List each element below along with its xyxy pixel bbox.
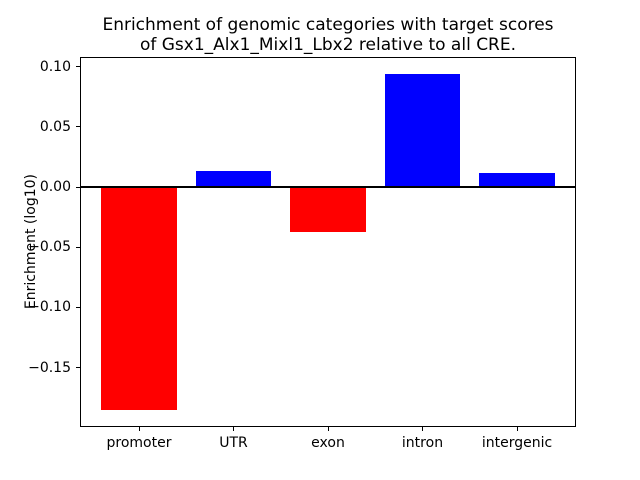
bar-intergenic: [479, 172, 555, 187]
bar-exon: [290, 187, 366, 232]
chart-title-line2: of Gsx1_Alx1_Mixl1_Lbx2 relative to all …: [139, 35, 517, 55]
y-tick-mark: [76, 306, 80, 308]
bar-promoter: [101, 187, 177, 410]
zero-baseline: [80, 186, 576, 188]
x-tick-label-intron: intron: [401, 435, 444, 452]
y-tick-label: 0.10: [39, 58, 71, 75]
y-tick-label: 0.00: [39, 179, 71, 195]
y-tick-mark: [76, 126, 80, 128]
y-tick-label: −0.05: [28, 239, 71, 256]
y-tick-mark: [76, 66, 80, 67]
y-tick-mark: [76, 367, 80, 369]
chart-title-line1: Enrichment of genomic categories with ta…: [102, 15, 554, 35]
x-tick-mark: [327, 427, 329, 432]
bar-intron: [384, 73, 461, 187]
x-tick-mark: [516, 427, 518, 432]
y-tick-label: −0.10: [28, 299, 71, 316]
x-tick-label-UTR: UTR: [219, 435, 248, 452]
x-tick-label-intergenic: intergenic: [481, 435, 553, 452]
x-tick-label-promoter: promoter: [106, 435, 172, 452]
bar-UTR: [195, 171, 272, 187]
y-tick-mark: [76, 246, 80, 248]
y-tick-label: −0.15: [28, 359, 71, 376]
x-tick-label-exon: exon: [311, 435, 345, 452]
chart-title: Enrichment of genomic categories with ta…: [80, 15, 576, 55]
x-tick-mark: [422, 427, 423, 432]
y-tick-mark: [76, 186, 80, 188]
x-tick-mark: [233, 427, 234, 432]
y-tick-label: 0.05: [39, 118, 71, 135]
x-tick-mark: [138, 427, 140, 432]
